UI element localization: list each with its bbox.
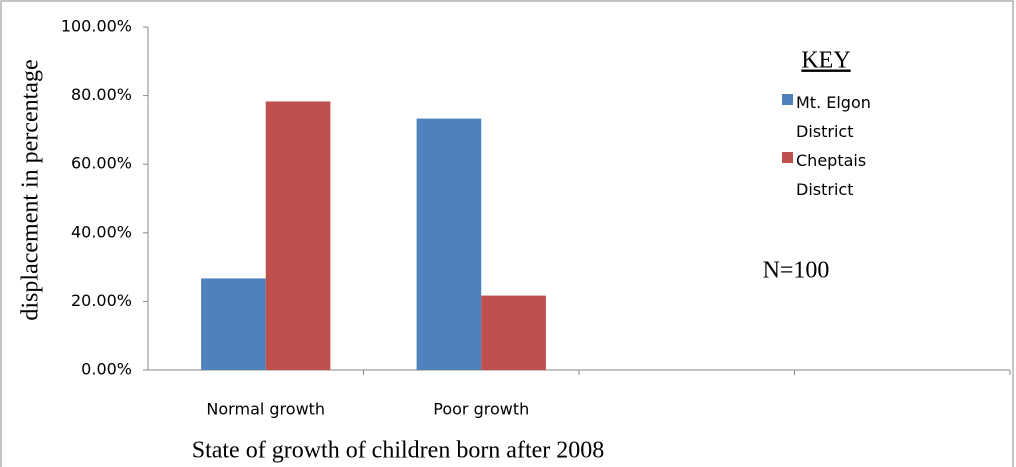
bar	[265, 101, 331, 370]
y-tick-label: 60.00%	[71, 154, 132, 173]
y-axis-title: displacement in percentage	[18, 59, 44, 320]
legend-label: Mt. Elgon District	[796, 93, 871, 141]
x-tick-label: Normal growth	[206, 400, 325, 419]
annotation: N=100	[763, 258, 830, 284]
y-tick-label: 100.00%	[61, 17, 132, 36]
legend-swatch	[782, 94, 793, 105]
bar	[481, 295, 546, 370]
x-tick-label: Poor growth	[433, 400, 529, 419]
y-tick-label: 40.00%	[71, 222, 132, 241]
legend-title: KEY	[801, 48, 850, 74]
bar	[201, 278, 266, 370]
y-tick-label: 80.00%	[71, 85, 132, 104]
legend-swatch	[782, 152, 793, 163]
y-tick-label: 20.00%	[71, 291, 132, 310]
bar	[416, 118, 482, 371]
legend-label: Cheptais District	[796, 151, 867, 199]
x-axis-title: State of growth of children born after 2…	[192, 438, 605, 464]
y-tick-label: 0.00%	[81, 360, 132, 379]
